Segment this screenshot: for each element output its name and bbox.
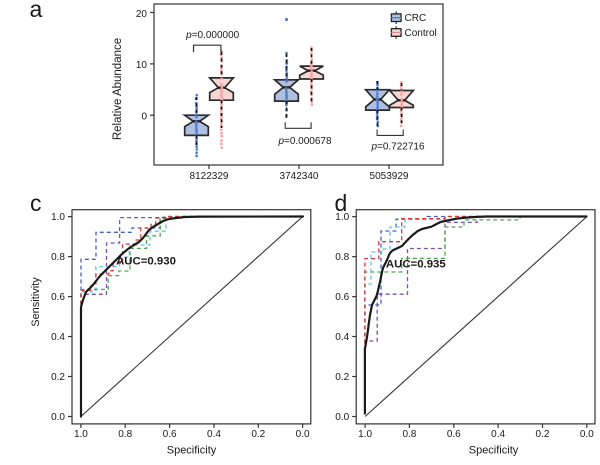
svg-text:0.4: 0.4 [207,429,221,440]
svg-text:0.4: 0.4 [51,332,65,343]
svg-text:20: 20 [136,9,148,20]
svg-text:3742340: 3742340 [280,171,319,182]
svg-text:1.0: 1.0 [74,429,88,440]
svg-text:AUC=0.935: AUC=0.935 [386,258,446,270]
svg-text:10: 10 [136,60,148,71]
svg-text:1.0: 1.0 [51,212,65,223]
svg-text:0.0: 0.0 [51,412,65,423]
svg-text:0.2: 0.2 [536,429,550,440]
svg-text:0.2: 0.2 [51,372,65,383]
svg-text:0.4: 0.4 [335,332,349,343]
svg-text:0.6: 0.6 [447,429,461,440]
svg-text:1.0: 1.0 [335,212,349,223]
svg-text:a: a [30,0,43,22]
svg-text:1.0: 1.0 [358,429,372,440]
svg-text:0.2: 0.2 [251,429,265,440]
svg-text:CRC: CRC [405,13,427,24]
svg-text:0.2: 0.2 [335,372,349,383]
svg-text:Control: Control [405,28,437,39]
svg-text:0.8: 0.8 [402,429,416,440]
svg-text:0: 0 [141,112,147,123]
svg-text:p=0.722716: p=0.722716 [370,141,425,152]
svg-text:0.6: 0.6 [335,292,349,303]
svg-text:c: c [30,190,42,216]
svg-text:p=0.000000: p=0.000000 [185,30,240,41]
svg-text:8122329: 8122329 [190,171,229,182]
svg-text:0.8: 0.8 [118,429,132,440]
svg-text:0.8: 0.8 [51,252,65,263]
svg-text:5053929: 5053929 [370,171,409,182]
svg-text:0.6: 0.6 [163,429,177,440]
svg-text:Specificity: Specificity [167,444,217,456]
svg-text:0.4: 0.4 [491,429,505,440]
svg-text:0.0: 0.0 [335,412,349,423]
svg-text:Specificity: Specificity [469,444,519,456]
svg-text:0.8: 0.8 [335,252,349,263]
svg-text:0.0: 0.0 [580,429,594,440]
svg-text:Relative Abundance: Relative Abundance [112,38,124,140]
svg-text:d: d [335,190,348,216]
svg-text:0.6: 0.6 [51,292,65,303]
svg-text:AUC=0.930: AUC=0.930 [116,255,176,267]
svg-text:0.0: 0.0 [296,429,310,440]
svg-text:p=0.000678: p=0.000678 [277,136,332,147]
svg-text:Sensitivity: Sensitivity [30,277,42,327]
